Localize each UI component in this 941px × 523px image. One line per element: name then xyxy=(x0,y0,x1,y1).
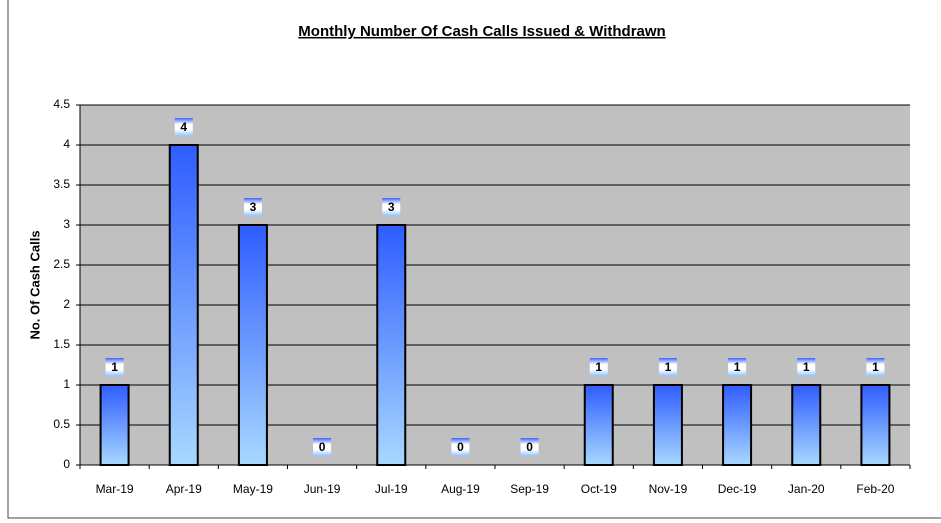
value-label: 4 xyxy=(180,120,187,134)
value-label-box xyxy=(382,198,401,216)
value-label: 1 xyxy=(111,360,118,374)
x-tick-label: Sep-19 xyxy=(510,482,549,496)
x-tick-label: Nov-19 xyxy=(649,482,688,496)
value-label-box xyxy=(243,198,262,216)
bar xyxy=(652,384,683,466)
chart-title: Monthly Number Of Cash Calls Issued & Wi… xyxy=(298,23,665,40)
x-tick-label: Oct-19 xyxy=(581,482,617,496)
value-label-box xyxy=(174,118,193,136)
bar xyxy=(237,224,268,466)
bar xyxy=(168,144,199,466)
value-label-box xyxy=(589,358,608,376)
frame xyxy=(7,0,941,519)
value-label: 1 xyxy=(872,360,879,374)
y-tick-label: 1 xyxy=(63,377,70,391)
value-label: 0 xyxy=(319,440,326,454)
y-tick-label: 3.5 xyxy=(53,177,70,191)
x-tick-label: Apr-19 xyxy=(166,482,202,496)
value-label-box xyxy=(105,358,124,376)
value-label: 1 xyxy=(595,360,602,374)
y-tick-label: 2.5 xyxy=(53,257,70,271)
bar xyxy=(722,384,753,466)
y-tick-label: 0 xyxy=(63,457,70,471)
value-label: 1 xyxy=(665,360,672,374)
value-label-box xyxy=(866,358,885,376)
x-tick-label: Jan-20 xyxy=(788,482,825,496)
x-tick-label: Jun-19 xyxy=(304,482,341,496)
value-label-box xyxy=(658,358,677,376)
bar xyxy=(860,384,891,466)
y-tick-label: 0.5 xyxy=(53,417,70,431)
value-label-box xyxy=(520,438,539,456)
bar xyxy=(583,384,614,466)
value-label: 3 xyxy=(250,200,257,214)
value-label-box xyxy=(728,358,747,376)
x-tick-label: Mar-19 xyxy=(96,482,134,496)
y-axis-label: No. Of Cash Calls xyxy=(27,230,42,339)
y-tick-label: 1.5 xyxy=(53,337,70,351)
bar xyxy=(376,224,407,466)
value-label-box xyxy=(451,438,470,456)
y-tick-label: 4 xyxy=(63,137,70,151)
x-tick-label: May-19 xyxy=(233,482,273,496)
value-label: 3 xyxy=(388,200,395,214)
y-tick-label: 3 xyxy=(63,217,70,231)
y-tick-label: 2 xyxy=(63,297,70,311)
value-label: 1 xyxy=(803,360,810,374)
value-label: 1 xyxy=(734,360,741,374)
y-tick-label: 4.5 xyxy=(53,97,70,111)
x-tick-label: Jul-19 xyxy=(375,482,408,496)
x-tick-label: Aug-19 xyxy=(441,482,480,496)
x-tick-label: Dec-19 xyxy=(718,482,757,496)
bar xyxy=(99,384,130,466)
value-label-box xyxy=(797,358,816,376)
value-label: 0 xyxy=(457,440,464,454)
value-label-box xyxy=(313,438,332,456)
plot-area xyxy=(80,105,910,465)
value-label: 0 xyxy=(526,440,533,454)
bar xyxy=(791,384,822,466)
x-tick-label: Feb-20 xyxy=(856,482,894,496)
